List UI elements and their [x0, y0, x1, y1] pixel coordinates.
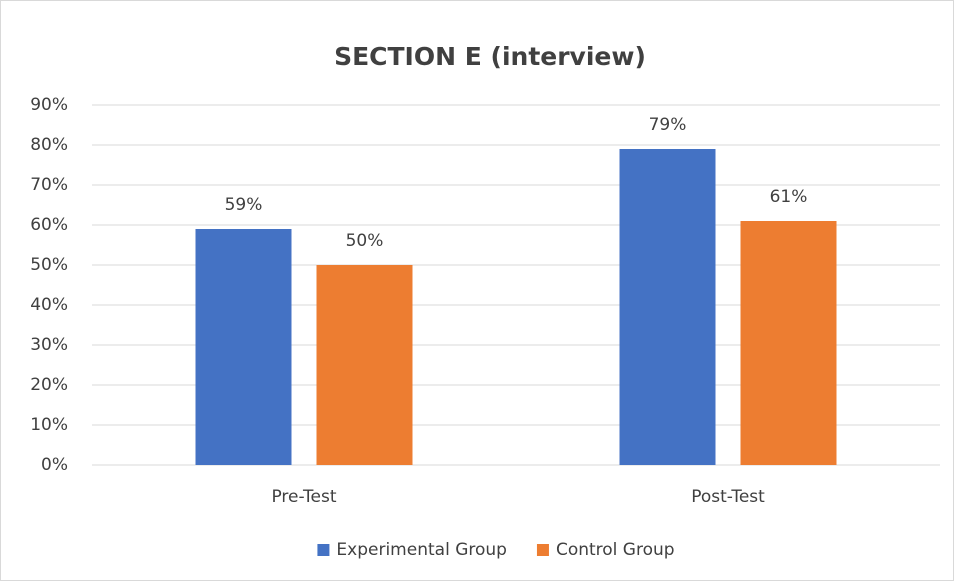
y-tick-label: 40% — [30, 295, 68, 315]
bar — [740, 221, 837, 465]
chart-title: SECTION E (interview) — [334, 42, 646, 71]
y-tick-label: 50% — [30, 255, 68, 275]
y-tick-label: 80% — [30, 135, 68, 155]
x-tick-label: Pre-Test — [271, 487, 336, 507]
data-label: 50% — [346, 231, 384, 251]
y-tick-label: 10% — [30, 415, 68, 435]
y-tick-label: 20% — [30, 375, 68, 395]
bar — [316, 265, 413, 465]
bar — [195, 229, 292, 465]
legend-label: Experimental Group — [336, 540, 507, 560]
data-label: 59% — [225, 195, 263, 215]
y-tick-label: 60% — [30, 215, 68, 235]
legend-swatch — [536, 544, 549, 556]
legend-swatch — [317, 544, 330, 556]
legend-label: Control Group — [556, 540, 675, 560]
x-tick-label: Post-Test — [691, 487, 765, 507]
y-tick-label: 0% — [41, 455, 68, 475]
bar — [619, 149, 716, 465]
y-tick-label: 70% — [30, 175, 68, 195]
data-label: 79% — [649, 115, 687, 135]
y-tick-label: 30% — [30, 335, 68, 355]
data-label: 61% — [770, 187, 808, 207]
y-tick-label: 90% — [30, 95, 68, 115]
